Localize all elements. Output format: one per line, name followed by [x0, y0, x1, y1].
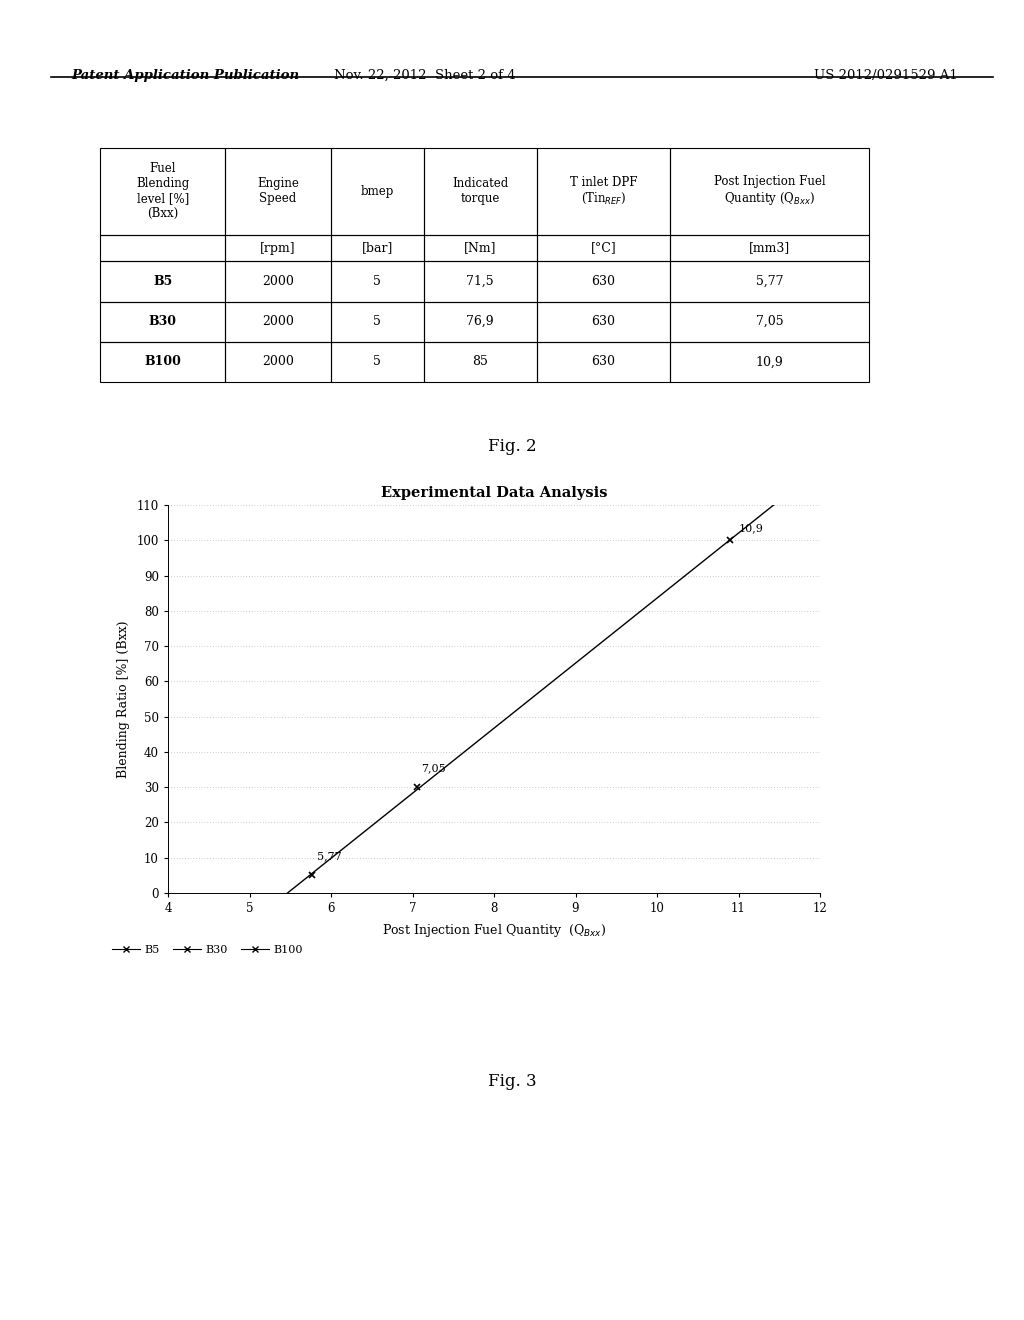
Text: 630: 630: [592, 275, 615, 288]
Text: B5: B5: [153, 275, 172, 288]
Text: T inlet DPF
(Tin$_{REF}$): T inlet DPF (Tin$_{REF}$): [569, 176, 637, 206]
Text: 7,05: 7,05: [422, 763, 446, 774]
Text: 10,9: 10,9: [738, 523, 763, 533]
Text: [°C]: [°C]: [591, 242, 616, 255]
Text: Fuel
Blending
level [%]
(Bxx): Fuel Blending level [%] (Bxx): [136, 162, 189, 220]
Text: Nov. 22, 2012  Sheet 2 of 4: Nov. 22, 2012 Sheet 2 of 4: [334, 69, 516, 82]
Text: 630: 630: [592, 315, 615, 329]
Text: 5,77: 5,77: [317, 851, 342, 861]
Title: Experimental Data Analysis: Experimental Data Analysis: [381, 486, 607, 500]
Text: 5: 5: [373, 355, 381, 368]
Text: bmep: bmep: [360, 185, 394, 198]
Text: B100: B100: [144, 355, 181, 368]
Text: 5: 5: [373, 315, 381, 329]
Text: 2000: 2000: [262, 355, 294, 368]
Text: 76,9: 76,9: [466, 315, 494, 329]
Y-axis label: Blending Ratio [%] (Bxx): Blending Ratio [%] (Bxx): [117, 620, 130, 777]
Text: 630: 630: [592, 355, 615, 368]
Text: Fig. 2: Fig. 2: [487, 438, 537, 455]
Text: Indicated
torque: Indicated torque: [453, 177, 508, 206]
Text: 71,5: 71,5: [466, 275, 494, 288]
Text: B30: B30: [148, 315, 177, 329]
Text: US 2012/0291529 A1: US 2012/0291529 A1: [814, 69, 957, 82]
Text: 5: 5: [373, 275, 381, 288]
Text: [rpm]: [rpm]: [260, 242, 296, 255]
Text: 85: 85: [472, 355, 488, 368]
Text: [bar]: [bar]: [361, 242, 393, 255]
Legend: B5, B30, B100: B5, B30, B100: [108, 940, 307, 958]
Text: Engine
Speed: Engine Speed: [257, 177, 299, 206]
Text: 5,77: 5,77: [756, 275, 783, 288]
Text: Fig. 3: Fig. 3: [487, 1073, 537, 1090]
Text: Post Injection Fuel
Quantity (Q$_{Bxx}$): Post Injection Fuel Quantity (Q$_{Bxx}$): [714, 176, 825, 207]
Text: 7,05: 7,05: [756, 315, 783, 329]
X-axis label: Post Injection Fuel Quantity  (Q$_{Bxx}$): Post Injection Fuel Quantity (Q$_{Bxx}$): [382, 921, 606, 939]
Text: [mm3]: [mm3]: [749, 242, 791, 255]
Text: 2000: 2000: [262, 275, 294, 288]
Text: 2000: 2000: [262, 315, 294, 329]
Text: [Nm]: [Nm]: [464, 242, 497, 255]
Text: 10,9: 10,9: [756, 355, 783, 368]
Text: Patent Application Publication: Patent Application Publication: [72, 69, 300, 82]
